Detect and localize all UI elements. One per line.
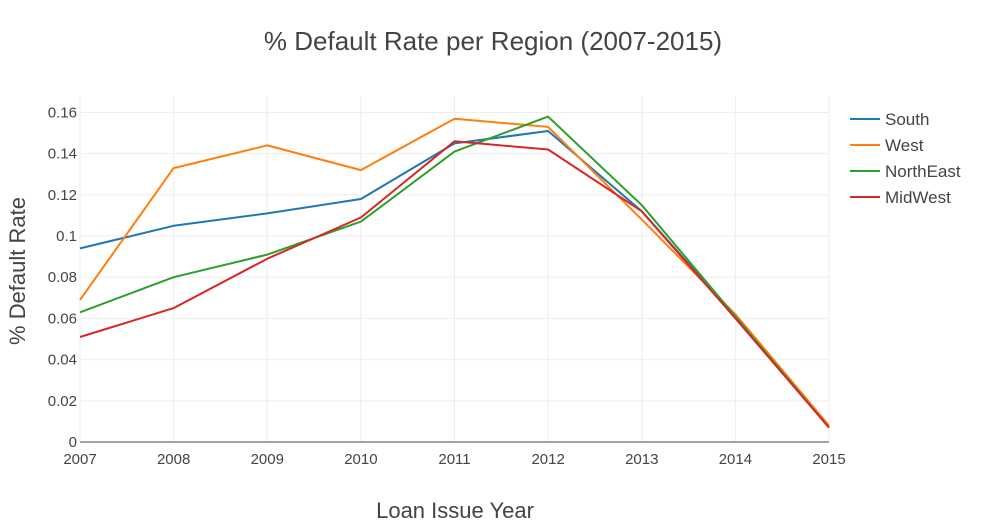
x-axis-ticks: 2007 2008 2009 2010 2011 2012 2013 2014 2015 (63, 451, 845, 468)
x-tick-label: 2012 (531, 451, 564, 468)
x-axis-title: Loan Issue Year (376, 498, 534, 523)
x-tick-label: 2015 (812, 451, 845, 468)
x-tick-label: 2014 (719, 451, 752, 468)
legend: South West NorthEast MidWest (850, 110, 961, 207)
y-tick-label: 0.08 (48, 269, 77, 286)
series-line-midwest (79, 140, 830, 429)
x-tick-label: 2010 (344, 451, 377, 468)
y-tick-label: 0.06 (48, 310, 77, 327)
y-tick-label: 0.14 (48, 146, 77, 163)
grid-lines (79, 96, 830, 442)
y-tick-label: 0.1 (56, 228, 77, 245)
y-tick-label: 0.16 (48, 104, 77, 121)
legend-label: MidWest (885, 188, 951, 207)
legend-item-northeast[interactable]: NorthEast (850, 162, 961, 181)
x-tick-label: 2013 (625, 451, 658, 468)
chart-title: % Default Rate per Region (2007-2015) (264, 26, 722, 56)
y-axis-title: % Default Rate (5, 197, 30, 345)
y-tick-label: 0.02 (48, 393, 77, 410)
x-tick-label: 2011 (438, 451, 470, 468)
y-tick-label: 0 (69, 434, 77, 451)
y-tick-label: 0.04 (48, 352, 77, 369)
legend-label: NorthEast (885, 162, 961, 181)
x-tick-label: 2007 (63, 451, 96, 468)
legend-item-midwest[interactable]: MidWest (850, 188, 951, 207)
legend-item-west[interactable]: West (850, 136, 924, 155)
legend-label: South (885, 110, 929, 129)
series-line-northeast (79, 115, 830, 429)
x-tick-label: 2009 (251, 451, 284, 468)
legend-label: West (885, 136, 924, 155)
x-tick-label: 2008 (157, 451, 190, 468)
y-axis-ticks: 0 0.02 0.04 0.06 0.08 0.1 0.12 0.14 0.16 (48, 104, 77, 451)
legend-item-south[interactable]: South (850, 110, 929, 129)
series-lines (79, 115, 830, 429)
y-tick-label: 0.12 (48, 187, 77, 204)
